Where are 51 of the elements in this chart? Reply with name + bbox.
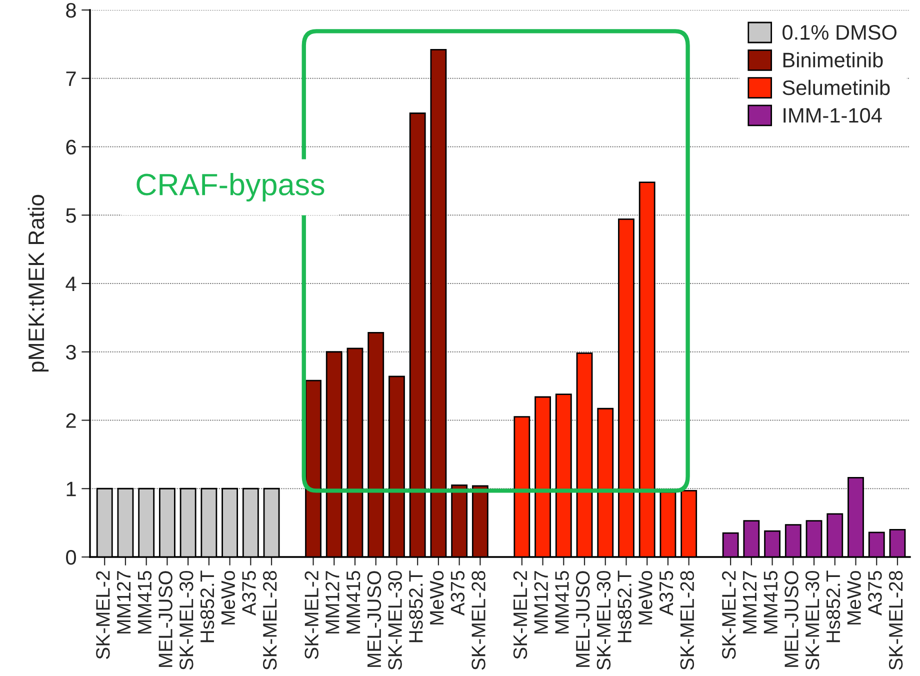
- x-tick-label: Hs852.T: [409, 570, 423, 642]
- x-tick-label: SK-MEL-28: [262, 571, 277, 670]
- legend-label: Selumetinib: [782, 80, 890, 96]
- annotation: CRAF-bypass: [136, 172, 324, 202]
- x-tick-label: SK-MEL-30: [180, 570, 194, 670]
- x-tick-label: SK-MEL-28: [680, 571, 694, 670]
- x-tick-label: MM127: [742, 571, 756, 634]
- x-tick-label: MEL-JUSO: [576, 571, 590, 667]
- x-tick-label: MeWo: [221, 571, 236, 624]
- x-tick-label: MEL-JUSO: [367, 571, 382, 667]
- x-tick-label: SK-MEL-2: [513, 571, 528, 659]
- x-tick-label: SK-MEL-28: [888, 571, 903, 670]
- y-tick-label: 0: [66, 550, 76, 565]
- x-tick-label: SK-MEL-28: [472, 571, 486, 670]
- x-tick-label: MM415: [555, 571, 569, 634]
- x-tick-label: MM415: [138, 571, 152, 634]
- x-tick-label: MM415: [764, 571, 778, 634]
- y-tick-label: 3: [66, 344, 76, 360]
- x-tick-label: MM127: [116, 571, 130, 634]
- x-tick-label: MeWo: [847, 571, 861, 624]
- y-tick-label: 8: [66, 3, 76, 18]
- x-tick-label: Hs852.T: [200, 570, 214, 642]
- x-tick-label: MM127: [534, 571, 548, 634]
- x-tick-label: MeWo: [430, 571, 444, 624]
- x-tick-label: A375: [242, 571, 256, 616]
- x-tick-label: SK-MEL-30: [388, 570, 402, 670]
- x-tick-label: A375: [868, 571, 882, 616]
- y-tick-label: 5: [66, 208, 76, 223]
- legend-label: IMM-1-104: [784, 108, 882, 123]
- x-tick-label: A375: [659, 571, 674, 616]
- x-tick-label: MEL-JUSO: [784, 571, 798, 667]
- y-tick-label: 7: [66, 72, 76, 86]
- y-axis-title: pMEK:tMEK Ratio: [28, 194, 49, 372]
- y-tick-label: 2: [66, 413, 76, 428]
- x-tick-label: SK-MEL-30: [596, 570, 611, 670]
- x-tick-label: MEL-JUSO: [158, 571, 172, 667]
- legend-label: 0.1% DMSO: [782, 25, 897, 40]
- x-tick-label: Hs852.T: [618, 570, 632, 642]
- x-tick-label: A375: [450, 571, 465, 616]
- legend-label: Binimetinib: [783, 52, 883, 68]
- x-tick-label: SK-MEL-2: [722, 571, 736, 659]
- x-tick-label: Hs852.T: [826, 570, 840, 642]
- x-tick-label: MM127: [326, 571, 340, 634]
- x-tick-label: MeWo: [638, 571, 652, 624]
- x-tick-label: SK-MEL-2: [304, 571, 318, 659]
- y-tick-label: 1: [66, 482, 76, 496]
- y-tick-label: 6: [66, 140, 76, 155]
- x-tick-label: SK-MEL-2: [96, 571, 110, 659]
- y-tick-label: 4: [66, 276, 76, 292]
- x-tick-label: SK-MEL-30: [805, 570, 820, 670]
- x-tick-label: MM415: [346, 571, 360, 634]
